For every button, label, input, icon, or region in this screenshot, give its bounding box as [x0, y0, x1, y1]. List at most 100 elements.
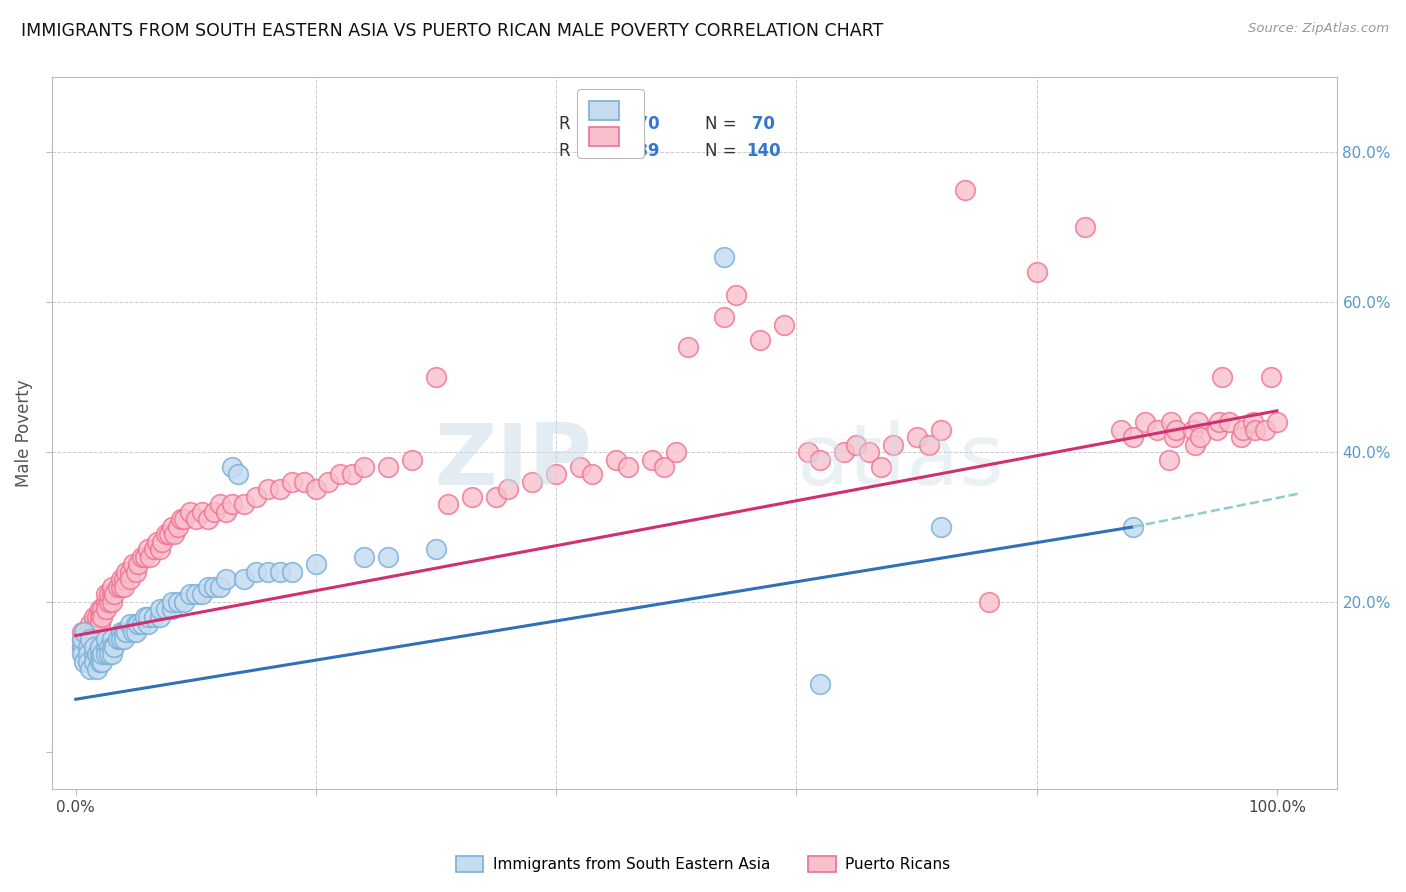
Point [98, 595, 121, 609]
Point [652, 460, 675, 475]
Point [173, 512, 195, 526]
Text: N =: N = [704, 142, 741, 160]
Point [127, 558, 149, 572]
Point [160, 520, 183, 534]
Point [1218, 415, 1240, 429]
Point [208, 498, 231, 512]
Point [101, 632, 124, 647]
Point [1025, 265, 1047, 279]
Point [70, 640, 93, 654]
Point [713, 250, 735, 264]
Point [725, 287, 748, 301]
Point [79, 662, 101, 676]
Point [91, 602, 114, 616]
Point [167, 595, 190, 609]
Point [101, 640, 124, 654]
Point [101, 587, 124, 601]
Point [73, 648, 96, 662]
Point [202, 505, 225, 519]
Text: 70: 70 [745, 115, 775, 133]
Point [1211, 370, 1233, 384]
Point [76, 632, 98, 647]
Point [232, 498, 254, 512]
Point [118, 573, 141, 587]
Point [377, 549, 399, 564]
Point [197, 512, 219, 526]
Point [208, 580, 231, 594]
Point [1157, 452, 1180, 467]
Point [316, 475, 339, 489]
Point [905, 430, 928, 444]
Point [79, 624, 101, 639]
Point [159, 527, 181, 541]
Point [155, 602, 177, 616]
Point [94, 648, 117, 662]
Point [73, 655, 96, 669]
Point [163, 527, 186, 541]
Point [810, 677, 832, 691]
Point [845, 437, 868, 451]
Point [1164, 423, 1187, 437]
Point [215, 573, 238, 587]
Point [197, 580, 219, 594]
Legend: Immigrants from South Eastern Asia, Puerto Ricans: Immigrants from South Eastern Asia, Puer… [449, 848, 957, 880]
Point [202, 580, 225, 594]
Point [94, 632, 117, 647]
Point [425, 542, 447, 557]
Point [112, 580, 135, 594]
Point [115, 624, 138, 639]
Point [581, 467, 603, 482]
Point [665, 445, 688, 459]
Point [107, 632, 129, 647]
Point [94, 587, 117, 601]
Point [73, 632, 96, 647]
Point [122, 624, 145, 639]
Point [98, 648, 121, 662]
Point [569, 460, 592, 475]
Point [191, 587, 214, 601]
Point [1265, 415, 1288, 429]
Point [83, 617, 105, 632]
Point [1109, 423, 1132, 437]
Point [305, 483, 328, 497]
Point [83, 640, 105, 654]
Point [70, 624, 93, 639]
Point [83, 648, 105, 662]
Point [232, 573, 254, 587]
Point [1160, 415, 1182, 429]
Point [112, 624, 135, 639]
Point [139, 549, 162, 564]
Point [142, 610, 165, 624]
Point [191, 505, 214, 519]
Point [170, 512, 193, 526]
Point [377, 460, 399, 475]
Point [461, 490, 484, 504]
Point [641, 452, 664, 467]
Text: Source: ZipAtlas.com: Source: ZipAtlas.com [1249, 22, 1389, 36]
Point [173, 595, 195, 609]
Point [678, 340, 700, 354]
Point [149, 602, 172, 616]
Point [134, 549, 156, 564]
Point [522, 475, 544, 489]
Point [103, 587, 125, 601]
Point [858, 445, 880, 459]
Point [281, 475, 304, 489]
Point [107, 580, 129, 594]
Point [86, 648, 108, 662]
Point [221, 460, 243, 475]
Point [1260, 370, 1282, 384]
Point [1184, 437, 1206, 451]
Point [353, 460, 375, 475]
Point [142, 542, 165, 557]
Point [131, 549, 153, 564]
Point [134, 610, 156, 624]
Point [1205, 423, 1227, 437]
Point [70, 632, 93, 647]
Point [89, 610, 111, 624]
Point [292, 475, 315, 489]
Point [70, 648, 93, 662]
Point [76, 640, 98, 654]
Point [305, 558, 328, 572]
Point [73, 624, 96, 639]
